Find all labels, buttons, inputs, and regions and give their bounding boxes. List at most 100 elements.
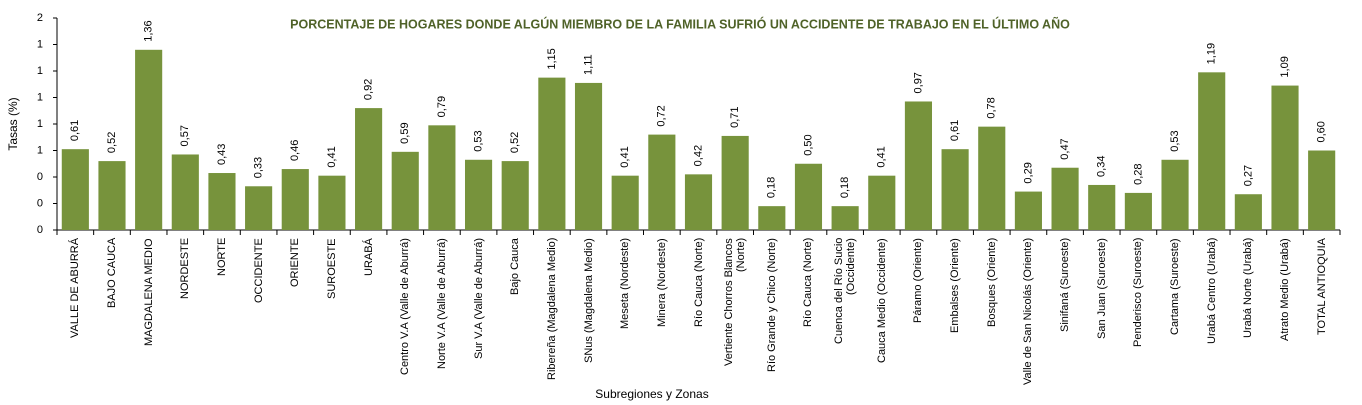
y-tick-label: 0 [37, 171, 43, 183]
bar [98, 161, 126, 230]
data-label: 0,28 [1132, 163, 1144, 184]
x-tick-label: Meseta (Nordeste) [619, 238, 632, 330]
x-tick-label: Urabá Norte (Urabá) [1242, 238, 1255, 339]
data-label: 0,50 [802, 134, 814, 155]
x-tick-label: Río Cauca (Norte) [802, 238, 815, 328]
x-tick-label: Río Grande y Chico (Norte) [765, 238, 778, 372]
data-label: 0,41 [619, 146, 631, 167]
x-tick-label: TOTAL ANTIOQUIA [1315, 238, 1328, 335]
bar [1198, 72, 1226, 230]
y-tick-label: 1 [37, 91, 43, 103]
data-label: 0,79 [436, 96, 448, 117]
x-tick-label: Urabá Centro (Urabá) [1205, 238, 1218, 345]
bar [428, 125, 456, 230]
x-tick-label: Atrato Medio (Urabá) [1279, 238, 1291, 341]
data-label: 0,29 [1022, 162, 1034, 183]
y-tick-label: 1 [37, 118, 43, 130]
x-tick-label: Río Cauca (Norte) [692, 238, 705, 328]
y-tick-label: 1 [37, 144, 43, 156]
chart-title: PORCENTAJE DE HOGARES DONDE ALGÚN MIEMBR… [290, 16, 1070, 31]
bar [135, 49, 163, 230]
data-label: 0,53 [1169, 130, 1181, 151]
x-tick-label: Vertiente Chorros Blancos (Norte) [723, 238, 748, 366]
data-label: 0,41 [876, 146, 888, 167]
data-label: 1,09 [1279, 56, 1291, 77]
data-label: 0,43 [216, 144, 228, 165]
x-tick-label: San Juan (Suroeste) [1095, 238, 1108, 339]
x-tick-label: SNus (Magdalena Medio) [582, 238, 595, 363]
data-label: 0,97 [912, 72, 924, 93]
bar [1051, 167, 1079, 230]
bar [1161, 159, 1189, 230]
bar [831, 206, 859, 230]
bar [208, 173, 236, 230]
bar [61, 149, 89, 230]
data-label: 0,42 [692, 145, 704, 166]
data-label: 1,15 [546, 48, 558, 69]
bar [941, 149, 969, 230]
bar [978, 126, 1006, 230]
data-label: 0,72 [656, 105, 668, 126]
x-tick-label: Sur V.A (Valle de Aburrá) [472, 238, 485, 360]
x-tick-label: MAGDALENA MEDIO [142, 238, 155, 346]
data-label: 0,57 [179, 125, 191, 146]
y-axis-label: Tasas (%) [6, 97, 20, 150]
x-tick-label: Sinifaná (Suroeste) [1059, 238, 1072, 333]
data-label: 0,33 [253, 157, 265, 178]
x-tick-label: Cauca Medio (Occidente) [875, 238, 888, 363]
bar [501, 161, 529, 230]
data-label: 0,92 [362, 79, 374, 100]
bar [1014, 191, 1042, 230]
data-label: 0,60 [1316, 121, 1328, 142]
bar [904, 101, 933, 230]
x-tick-label: SUROESTE [325, 238, 338, 299]
x-tick-label: NORTE [215, 238, 228, 277]
bar [868, 175, 896, 230]
x-tick-label: Cuenca del Río Sucio (Occidente) [833, 238, 858, 345]
bar [171, 154, 199, 230]
bar [318, 175, 346, 230]
data-label: 0,53 [472, 130, 484, 151]
bar [611, 175, 639, 230]
x-tick-label: ORIENTE [289, 238, 302, 287]
bar [721, 135, 749, 230]
x-tick-label: BAJO CAUCA [105, 238, 118, 309]
bar [391, 151, 419, 230]
bar [1271, 85, 1299, 230]
y-tick-label: 0 [37, 224, 43, 236]
data-label: 0,52 [106, 132, 118, 153]
x-tick-label: Cartama (Suroeste) [1169, 238, 1182, 335]
x-tick-label: NORDESTE [179, 238, 192, 300]
y-tick-label: 0 [37, 197, 43, 209]
x-tick-label: Norte V.A (Valle de Aburrá) [435, 238, 448, 369]
bar [281, 169, 309, 230]
data-label: 1,19 [1206, 43, 1218, 64]
bar [648, 134, 676, 230]
bar [684, 174, 713, 230]
bar [794, 163, 823, 230]
bar [245, 186, 273, 230]
y-tick-label: 2 [37, 12, 43, 24]
data-label: 0,27 [1242, 165, 1254, 186]
bar [574, 82, 603, 230]
bar [1088, 184, 1116, 230]
y-tick-label: 1 [37, 38, 43, 50]
data-label: 0,46 [289, 140, 301, 161]
x-tick-label: Valle de San Nicolás (Oriente) [1022, 238, 1035, 386]
bar [1308, 150, 1336, 230]
bar [758, 206, 786, 230]
data-label: 1,36 [143, 20, 155, 41]
x-tick-label: Penderisco (Suroeste) [1132, 238, 1145, 348]
bar [538, 77, 566, 230]
bar [355, 108, 383, 230]
x-tick-label: URABÁ [362, 238, 375, 276]
data-label: 0,61 [69, 120, 81, 141]
x-tick-label: Minera (Nordeste) [655, 238, 668, 327]
x-tick-label: VALLE DE ABURRÁ [69, 238, 82, 339]
x-tick-label: Bajo Cauca [509, 238, 522, 295]
x-tick-label: Centro V.A (Valle de Aburrá) [399, 238, 412, 375]
y-tick-label: 1 [37, 65, 43, 77]
x-tick-label: Páramo (Oriente) [912, 238, 925, 323]
data-label: 0,18 [839, 177, 851, 198]
